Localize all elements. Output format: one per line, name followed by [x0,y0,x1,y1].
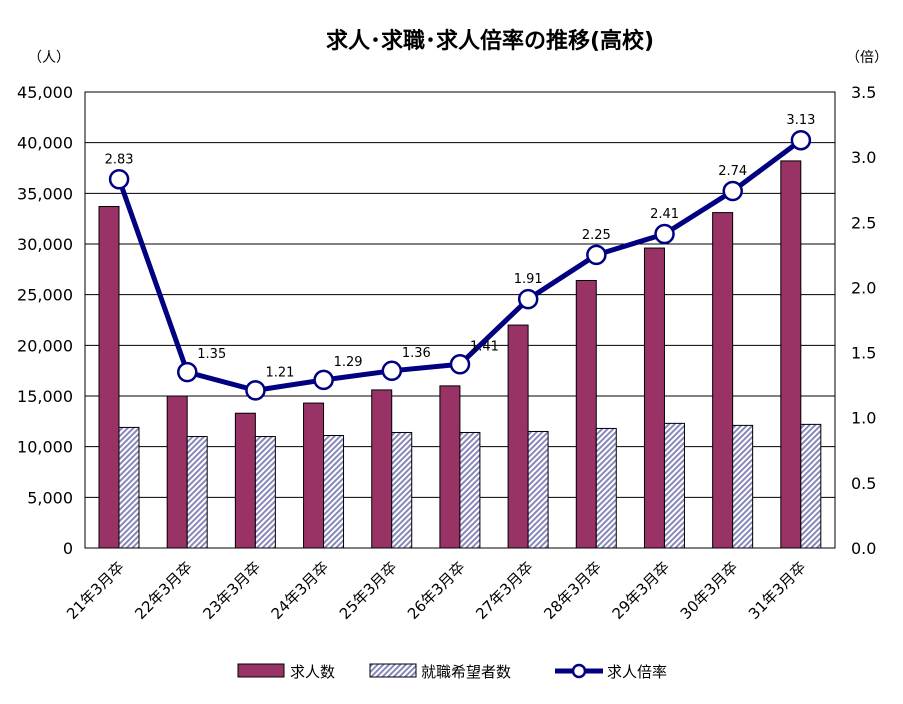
left-axis-unit: （人） [28,50,70,66]
ratio-data-label: 1.35 [197,347,226,362]
ratio-point [108,169,130,190]
ratio-point [654,223,675,245]
bar-job-seekers [595,427,617,549]
bar-job-seekers [186,436,208,549]
bar-job-openings [575,279,597,549]
x-tick-label: 24年3月卒 [268,558,333,623]
ratio-data-label: 2.41 [650,207,679,222]
x-tick-label: 23年3月卒 [199,558,264,623]
bar-job-openings [234,412,256,549]
bar-job-seekers [527,430,549,549]
x-tick-label: 29年3月卒 [609,558,674,623]
bar-job-openings [780,160,802,549]
right-tick-label: 3.5 [851,83,876,102]
ratio-point [177,361,198,383]
ratio-data-label: 1.41 [470,339,499,354]
bar-job-openings [303,402,325,549]
bar-job-openings [643,247,665,549]
bar-job-openings [439,385,461,549]
bar-job-seekers [118,426,140,549]
x-tick-label: 28年3月卒 [540,558,605,623]
ratio-point [381,360,403,382]
ratio-data-label: 2.74 [718,164,747,179]
right-tick-label: 1.0 [851,409,876,428]
bar-job-seekers [800,423,822,549]
right-tick-label: 0.5 [851,474,876,493]
ratio-point [449,354,471,375]
left-tick-label: 25,000 [17,286,73,305]
bar-job-seekers [459,431,481,549]
ratio-point [313,369,334,391]
legend-swatch-ratio-marker [571,663,587,679]
right-tick-label: 2.0 [851,278,876,297]
left-tick-label: 5,000 [27,488,73,507]
left-axis: 0 5,000 10,000 15,000 20,000 25,000 30,000 35,0… [17,83,73,558]
bar-job-openings [712,212,734,549]
left-tick-label: 35,000 [17,184,73,203]
bar-job-openings [98,206,120,549]
ratio-point [790,129,812,151]
bars [98,160,822,549]
x-tick-label: 31年3月卒 [745,558,810,623]
ratio-data-label: 1.36 [402,346,431,361]
legend-label-ratio: 求人倍率 [607,663,667,681]
left-tick-label: 20,000 [17,336,73,355]
right-tick-label: 0.0 [851,539,876,558]
ratio-point [586,244,607,266]
chart-title: 求人･求職･求人倍率の推移(高校) [326,28,654,54]
bar-job-seekers [323,435,345,549]
ratio-point [245,380,266,401]
left-tick-label: 10,000 [17,438,73,457]
x-tick-label: 30年3月卒 [677,558,742,623]
right-tick-label: 3.0 [851,148,876,167]
bar-job-seekers [254,436,276,549]
legend-label-job-openings: 求人数 [290,663,335,681]
ratio-line-group: 2.83 1.35 1.21 1.29 1.36 1.41 1.91 2.25 2.41 2.74… [105,113,815,401]
x-tick-label: 27年3月卒 [472,558,537,623]
ratio-data-label: 3.13 [786,113,815,128]
legend-swatch-job-openings [237,663,285,678]
bar-job-openings [507,324,529,549]
ratio-point [722,180,743,202]
left-tick-label: 0 [63,539,73,558]
ratio-data-label: 1.91 [514,272,543,287]
ratio-point [517,288,539,310]
ratio-data-label: 2.83 [105,152,134,167]
x-tick-label: 22年3月卒 [131,558,196,623]
left-tick-label: 15,000 [17,387,73,406]
x-tick-label: 25年3月卒 [336,558,401,623]
right-axis: 0.0 0.5 1.0 1.5 2.0 2.5 3.0 3.5 [851,83,876,558]
left-tick-label: 45,000 [17,83,73,102]
x-axis: 21年3月卒 22年3月卒 23年3月卒 24年3月卒 25年3月卒 26年3月卒 27年3… [63,558,810,623]
x-tick-label: 21年3月卒 [63,558,128,623]
x-tick-label: 26年3月卒 [404,558,469,623]
right-tick-label: 1.5 [851,344,876,363]
ratio-data-label: 2.25 [582,228,611,243]
legend: 求人数 就職希望者数 求人倍率 [237,663,667,681]
right-tick-label: 2.5 [851,213,876,232]
ratio-data-label: 1.29 [334,355,363,370]
legend-label-job-seekers: 就職希望者数 [421,663,511,681]
bar-job-seekers [663,422,685,549]
bar-job-seekers [391,431,413,549]
bar-job-openings [166,395,188,549]
left-tick-label: 30,000 [17,235,73,254]
ratio-data-label: 1.21 [265,365,294,380]
left-tick-label: 40,000 [17,134,73,153]
bar-job-openings [371,389,393,549]
legend-swatch-job-seekers [369,663,417,678]
bar-job-seekers [732,424,754,549]
right-axis-unit: （倍） [846,50,888,66]
